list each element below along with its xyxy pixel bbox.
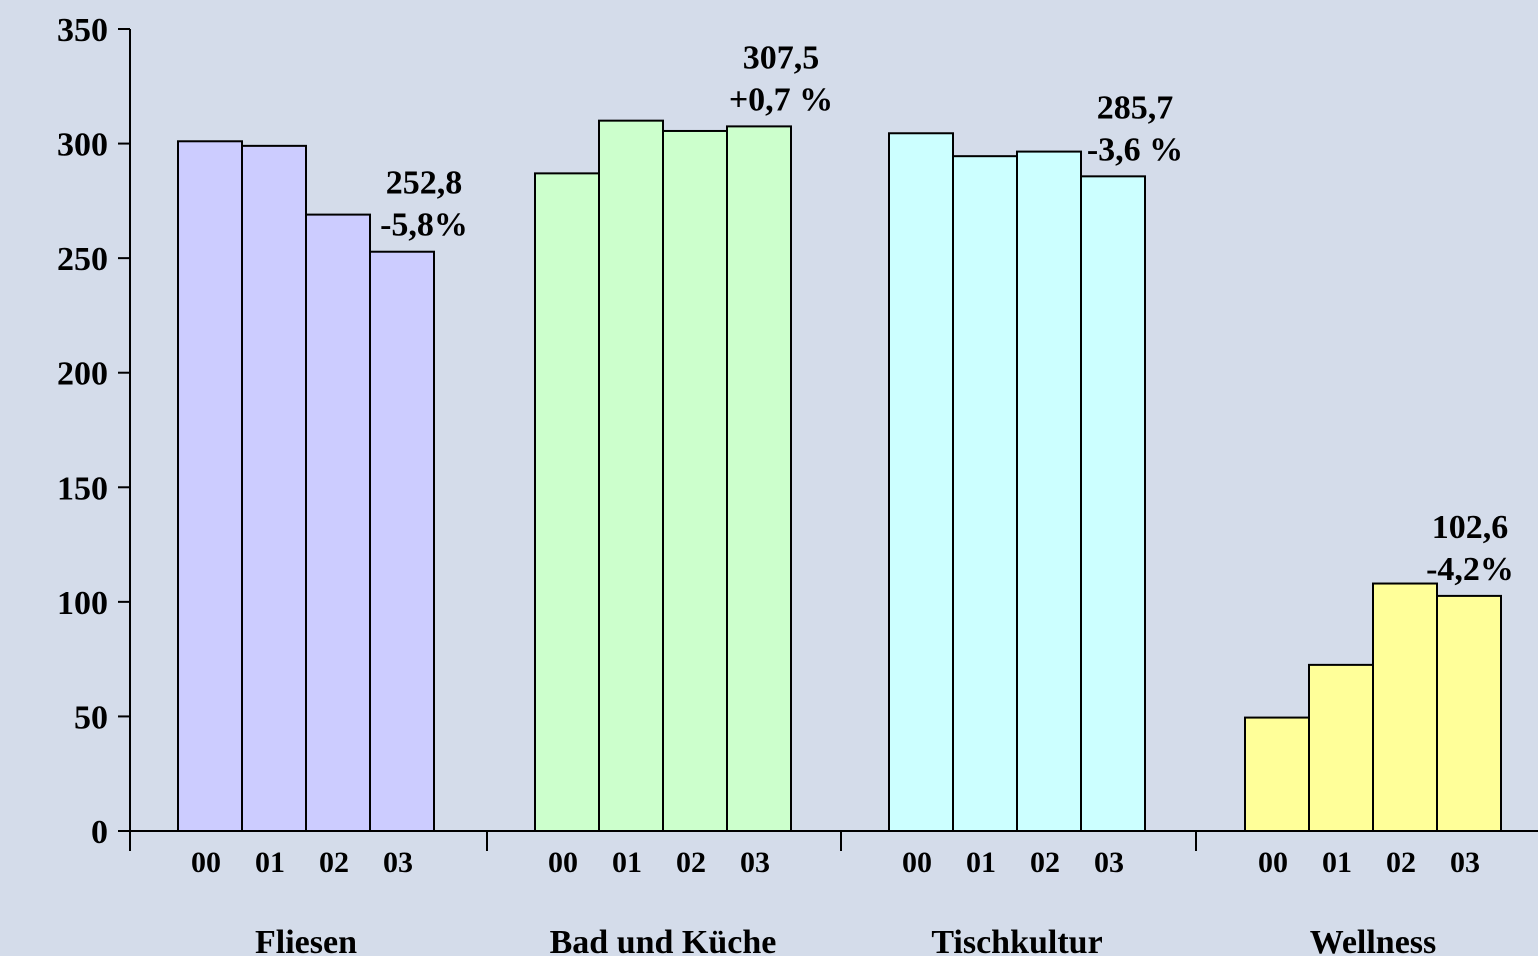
bar-01 xyxy=(241,144,307,832)
y-axis: 0 50 100 150 200 250 300 350 xyxy=(57,12,131,851)
data-label-value: 102,6 xyxy=(1432,509,1509,546)
x-tick-label: 02 xyxy=(676,846,706,879)
bar-01 xyxy=(1308,663,1374,832)
data-label-change: +0,7 % xyxy=(729,81,833,118)
y-tick-label: 250 xyxy=(57,241,108,278)
x-tick-label: 01 xyxy=(966,846,996,879)
bar-01 xyxy=(952,155,1018,833)
x-tick-label: 01 xyxy=(612,846,642,879)
data-label-value: 285,7 xyxy=(1097,89,1174,126)
x-tick-label: 00 xyxy=(1258,846,1288,879)
y-tick-label: 300 xyxy=(57,127,108,164)
data-label-value: 252,8 xyxy=(386,165,463,202)
bar-00 xyxy=(888,132,954,832)
bar-03 xyxy=(726,125,792,832)
data-label-change: -4,2% xyxy=(1426,551,1514,588)
group-label: Fliesen xyxy=(255,924,357,956)
x-tick-label: 01 xyxy=(1322,846,1352,879)
y-tick-label: 100 xyxy=(57,585,108,622)
bar-00 xyxy=(1244,716,1310,832)
x-tick-label: 00 xyxy=(548,846,578,879)
bar-00 xyxy=(177,140,243,832)
y-tick-label: 0 xyxy=(91,814,108,851)
x-tick-label: 01 xyxy=(255,846,285,879)
x-tick-label: 02 xyxy=(319,846,349,879)
data-label-change: -3,6 % xyxy=(1087,131,1183,168)
bar-02 xyxy=(662,129,728,832)
y-tick-label: 200 xyxy=(57,356,108,393)
y-tick-label: 50 xyxy=(74,699,108,736)
bar-03 xyxy=(1080,175,1146,832)
x-tick-label: 03 xyxy=(1094,846,1124,879)
bar-03 xyxy=(1436,594,1502,832)
bar-00 xyxy=(534,172,600,833)
y-tick-label: 150 xyxy=(57,470,108,507)
group-label: Bad und Küche xyxy=(550,924,777,956)
bar-03 xyxy=(369,250,435,832)
x-tick-label: 00 xyxy=(191,846,221,879)
x-tick-label: 02 xyxy=(1030,846,1060,879)
bar-02 xyxy=(1372,582,1438,832)
bar-01 xyxy=(598,119,664,832)
bars xyxy=(177,119,1502,833)
y-tick-label: 350 xyxy=(57,12,108,49)
group-label: Tischkultur xyxy=(931,924,1102,956)
labels: 00 01 02 03 Fliesen 252,8 -5,8% 00 01 02 03 Bad und… xyxy=(191,39,1514,956)
x-tick-label: 03 xyxy=(740,846,770,879)
data-label-change: -5,8% xyxy=(380,207,468,244)
group-label: Wellness xyxy=(1310,924,1437,956)
x-tick-label: 00 xyxy=(902,846,932,879)
x-tick-label: 02 xyxy=(1386,846,1416,879)
bar-02 xyxy=(1016,150,1082,832)
x-tick-label: 03 xyxy=(1450,846,1480,879)
x-tick-label: 03 xyxy=(383,846,413,879)
bar-02 xyxy=(305,213,371,832)
data-label-value: 307,5 xyxy=(743,39,820,76)
